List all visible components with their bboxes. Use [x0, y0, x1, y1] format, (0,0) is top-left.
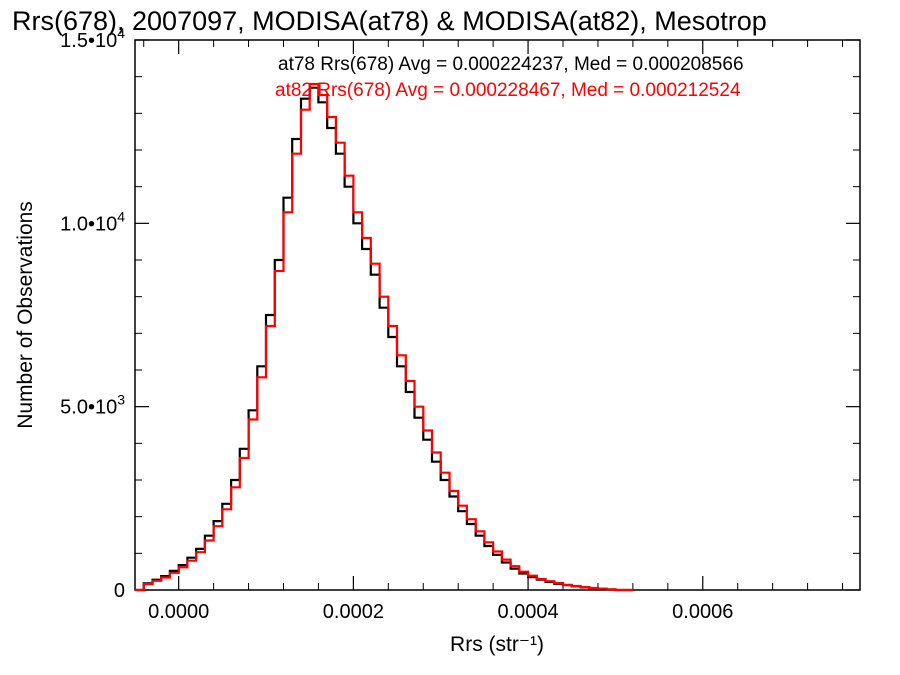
x-tick-label-0: 0.0000 [148, 601, 209, 623]
x-tick-label-2: 0.0004 [497, 601, 558, 623]
tick-marks [135, 39, 860, 591]
y-tick-label-2: 1.0•104 [60, 208, 125, 235]
series-at78-line [135, 86, 633, 592]
y-axis-label: Number of Observations [14, 201, 37, 429]
legend-at82: at82 Rrs(678) Avg = 0.000228467, Med = 0… [275, 80, 741, 101]
x-axis-label: Rrs (str⁻¹) [450, 633, 544, 656]
y-tick-label-0: 0 [114, 580, 125, 602]
x-tick-label-3: 0.0006 [672, 601, 733, 623]
y-tick-label-3: 1.5•104 [60, 25, 125, 52]
plot-frame [134, 39, 861, 591]
y-tick-label-1: 5.0•103 [60, 392, 125, 419]
series-layer [135, 82, 633, 592]
x-tick-label-1: 0.0002 [323, 601, 384, 623]
chart-title: Rrs(678), 2007097, MODISA(at78) & MODISA… [12, 6, 767, 36]
tick-labels: 0.0000 0.0002 0.0004 0.0006 0 5.0•103 1.0•104 1… [60, 25, 733, 623]
legend-at78: at78 Rrs(678) Avg = 0.000224237, Med = 0… [278, 54, 744, 75]
series-at82-line [135, 82, 633, 592]
